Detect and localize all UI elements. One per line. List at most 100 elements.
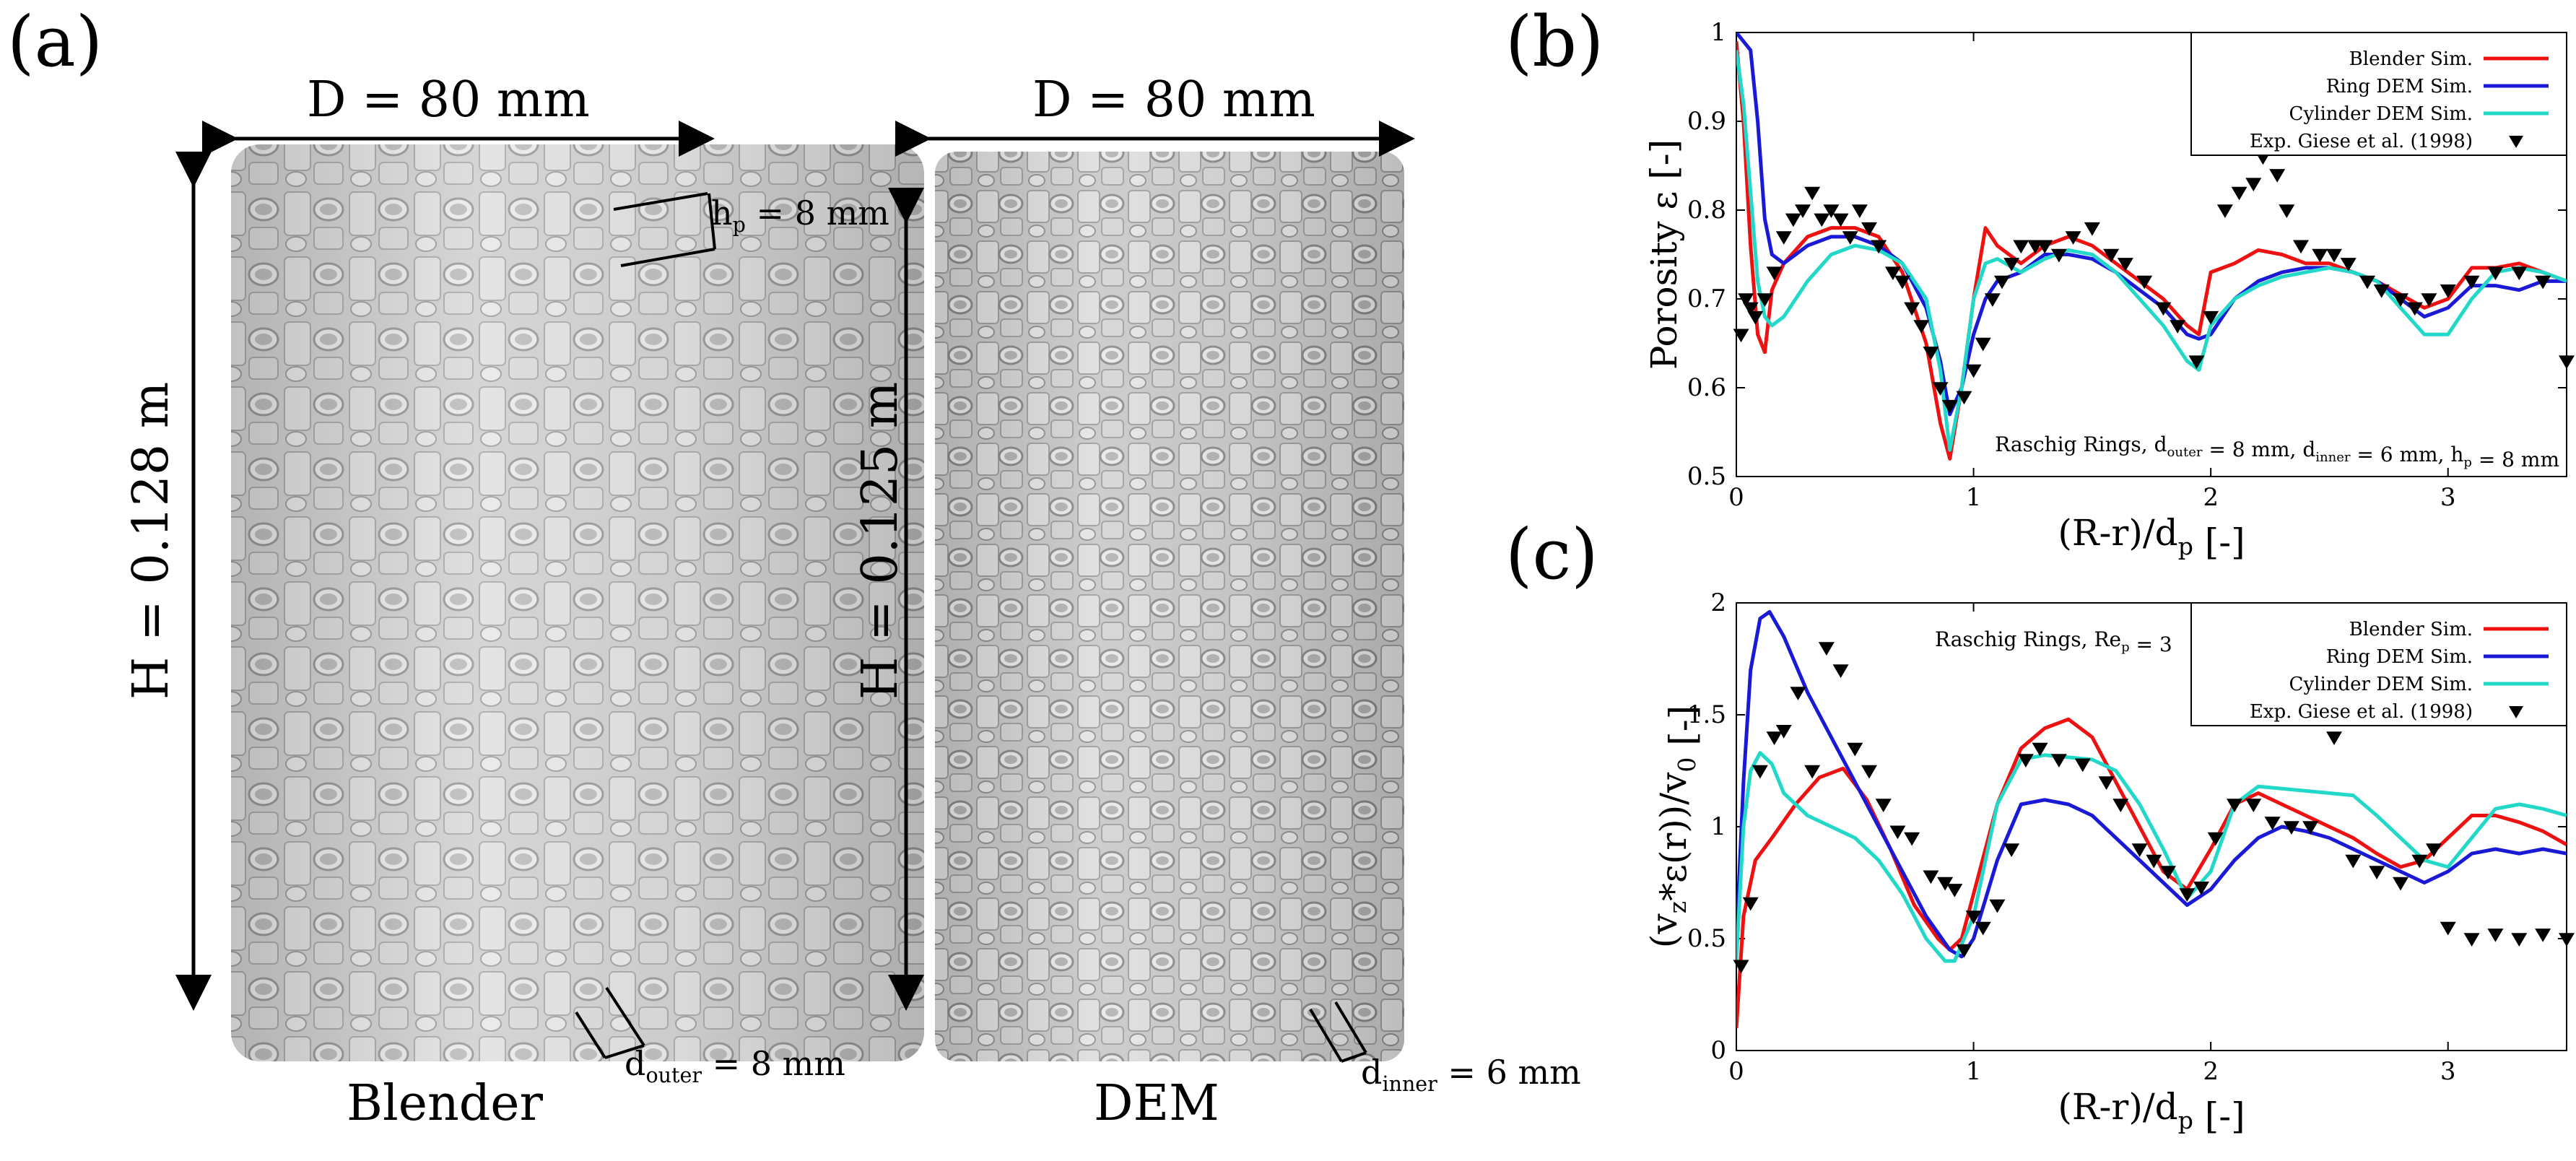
series-line: [1736, 41, 2567, 461]
scatter-point: [2535, 275, 2551, 290]
legend-entry-label: Blender Sim.: [2349, 48, 2473, 70]
scatter-point: [1742, 302, 1759, 316]
scatter-point: [2050, 754, 2067, 768]
scatter-point: [2269, 169, 2286, 183]
douter-label: douter = 8 mm: [625, 1044, 845, 1088]
scatter-point: [2373, 284, 2390, 298]
scatter-point: [1775, 725, 1792, 739]
scatter-point: [2084, 222, 2100, 236]
panel-label-a: (a): [7, 1, 103, 82]
chart-annotation: Raschig Rings, Rep = 3: [1935, 627, 2172, 656]
scatter-point: [2463, 275, 2480, 290]
scatter-point: [1923, 870, 1939, 884]
dem-height-label: H = 0.125 m: [852, 381, 909, 700]
series-line: [1736, 609, 2567, 959]
scatter-point: [2227, 799, 2242, 812]
velocity-chart: 0 1 2 300.511.52(R-r)/dp [-](vz*ε(r))/v0 [-…: [1643, 588, 2575, 1137]
y-tick-label: 1: [1710, 812, 1726, 841]
y-tick-label: 1.5: [1687, 700, 1726, 729]
scatter-point: [2487, 929, 2504, 942]
x-tick-label: 1: [1966, 1057, 1982, 1086]
scatter-point: [1913, 320, 1930, 334]
scatter-point: [1965, 910, 1982, 924]
scatter-point: [2203, 310, 2219, 325]
scatter-point: [1766, 266, 1783, 281]
legend-entry-label: Exp. Giese et al. (1998): [2250, 131, 2473, 152]
scatter-point: [1847, 742, 1863, 757]
blender-height-label: H = 0.128 m: [123, 381, 180, 700]
scatter-point: [2074, 758, 2091, 773]
scatter-point: [1742, 897, 1759, 911]
dem-diameter-label: D = 80 mm: [1032, 71, 1315, 129]
legend-entry-label: Ring DEM Sim.: [2326, 646, 2473, 668]
scatter-point: [2231, 186, 2248, 201]
scatter-point: [2326, 248, 2342, 263]
y-tick-label: 0: [1710, 1036, 1726, 1065]
scatter-point: [1747, 310, 1764, 325]
x-axis-label: (R-r)/dp [-]: [2058, 1086, 2245, 1137]
scatter-point: [2393, 877, 2409, 891]
scatter-point: [2511, 266, 2528, 281]
panel-label-b: (b): [1505, 1, 1604, 82]
panel-label-c: (c): [1505, 514, 1598, 595]
x-tick-label: 3: [2440, 483, 2456, 512]
scatter-point: [1965, 364, 1982, 378]
scatter-point: [1989, 899, 2006, 913]
scatter-point: [2207, 832, 2224, 846]
scatter-point: [2411, 854, 2428, 869]
scatter-point: [2440, 284, 2456, 298]
scatter-point: [1832, 213, 1849, 227]
x-tick-label: 0: [1728, 483, 1744, 512]
scatter-point: [1757, 293, 1773, 307]
scatter-point: [1804, 765, 1821, 779]
legend-marker: [2509, 706, 2523, 718]
scatter-point: [2393, 293, 2409, 307]
plot-frame: [1736, 32, 2567, 477]
scatter-point: [2017, 754, 2034, 768]
scatter-point: [2440, 921, 2456, 936]
x-tick-label: 0: [1728, 1057, 1744, 1086]
y-tick-label: 1: [1710, 18, 1726, 47]
y-tick-label: 0.7: [1687, 284, 1726, 313]
scatter-point: [1956, 391, 1972, 405]
scatter-point: [2279, 204, 2295, 218]
scatter-point: [2155, 302, 2172, 316]
legend-box: [2190, 602, 2567, 726]
scatter-point: [1941, 399, 1958, 414]
scatter-point: [2406, 302, 2423, 316]
x-tick-label: 2: [2203, 483, 2219, 512]
scatter-point: [1851, 204, 1868, 218]
scatter-point: [2559, 355, 2575, 370]
scatter-point: [2245, 178, 2262, 192]
legend-entry-label: Cylinder DEM Sim.: [2289, 103, 2473, 125]
scatter-point: [2103, 248, 2120, 263]
scatter-point: [1975, 337, 1991, 352]
dinner-label: dinner = 6 mm: [1361, 1053, 1581, 1097]
scatter-point: [1884, 266, 1901, 281]
scatter-point: [2245, 799, 2262, 812]
scatter-point: [2179, 888, 2196, 902]
x-tick-label: 2: [2203, 1057, 2219, 1086]
hp-label: hp = 8 mm: [711, 194, 889, 238]
scatter-point: [1904, 302, 1920, 316]
scatter-point: [2188, 355, 2205, 370]
scatter-point: [2345, 854, 2362, 869]
dem-packing-image: [935, 152, 1404, 1061]
scatter-point: [2340, 258, 2357, 271]
scatter-point: [2463, 933, 2480, 947]
scatter-point: [1984, 293, 2001, 307]
y-axis-label: Porosity ε [-]: [1643, 139, 1685, 370]
scatter-point: [1875, 799, 1892, 812]
blender-diameter-label: D = 80 mm: [307, 71, 590, 129]
scatter-point: [1814, 213, 1830, 227]
scatter-point: [1775, 231, 1792, 245]
scatter-point: [1871, 240, 1887, 254]
scatter-point: [1795, 204, 1811, 218]
scatter-point: [2359, 275, 2375, 290]
y-tick-label: 0.9: [1687, 107, 1726, 136]
chart-annotation: Raschig Rings, douter = 8 mm, dinner = 6…: [1995, 432, 2559, 471]
scatter-point: [2216, 204, 2233, 218]
scatter-point: [1804, 186, 1821, 201]
scatter-point: [2426, 843, 2442, 857]
